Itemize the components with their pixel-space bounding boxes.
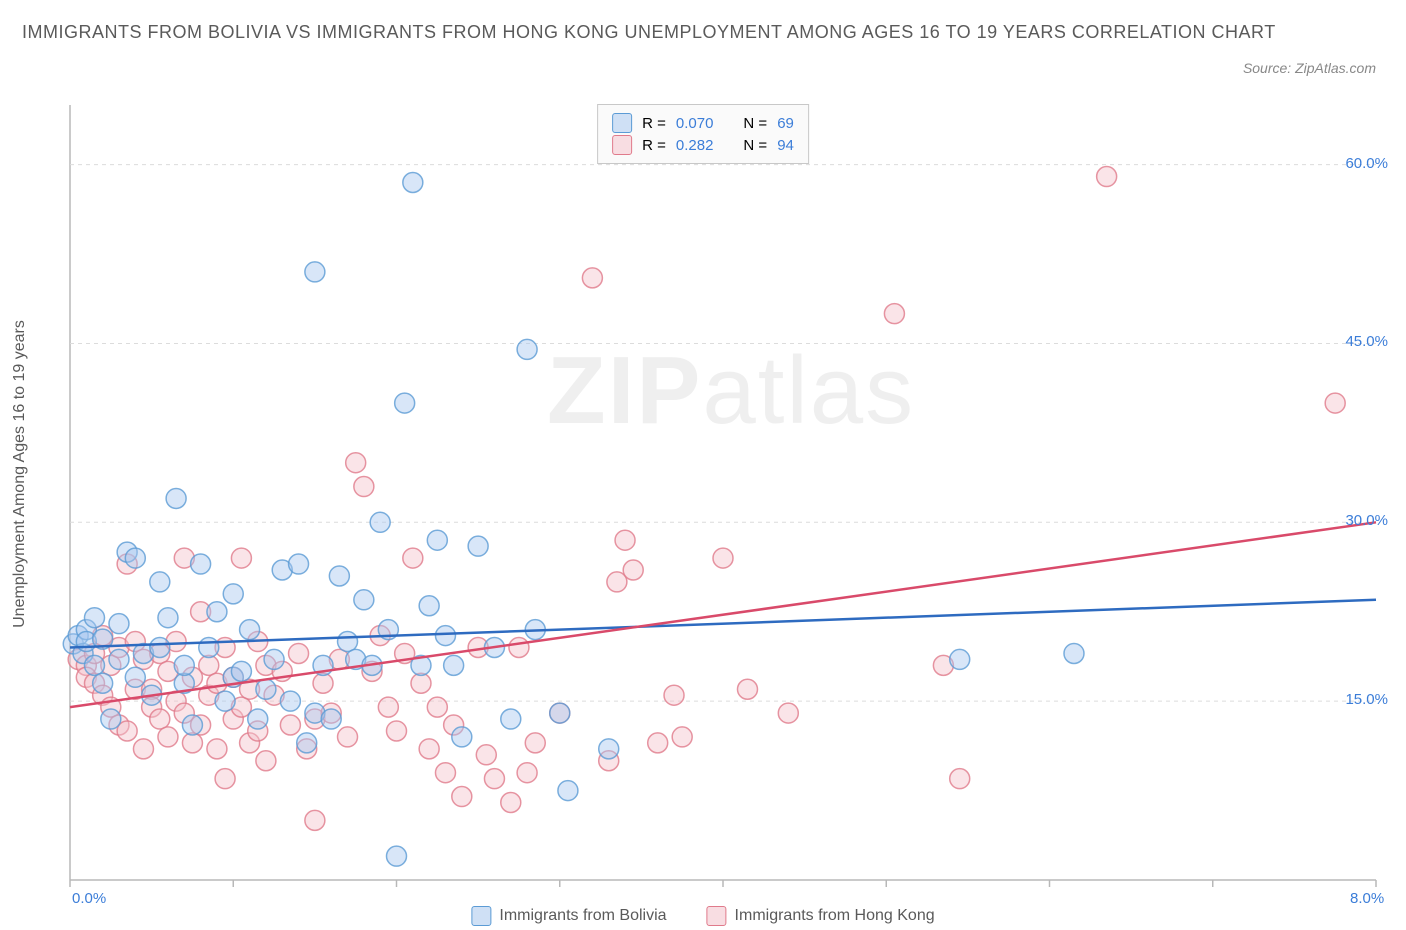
y-tick-label: 30.0% bbox=[1345, 512, 1388, 529]
legend-r-value-hongkong: 0.282 bbox=[676, 137, 714, 154]
legend-swatch-hongkong bbox=[612, 135, 632, 155]
legend-label-hongkong: Immigrants from Hong Kong bbox=[735, 907, 935, 925]
legend-n-label: N = bbox=[743, 137, 767, 154]
legend-n-value-hongkong: 94 bbox=[777, 137, 794, 154]
legend-item-hongkong: Immigrants from Hong Kong bbox=[707, 906, 935, 926]
legend-item-bolivia: Immigrants from Bolivia bbox=[471, 906, 666, 926]
legend-label-bolivia: Immigrants from Bolivia bbox=[499, 907, 666, 925]
legend-swatch-bolivia bbox=[612, 113, 632, 133]
legend-swatch-hongkong-bottom bbox=[707, 906, 727, 926]
legend-n-label: N = bbox=[743, 115, 767, 132]
legend-r-label: R = bbox=[642, 115, 666, 132]
legend-row-hongkong: R = 0.282 N = 94 bbox=[612, 135, 794, 155]
x-tick-label: 0.0% bbox=[72, 890, 106, 907]
y-tick-label: 15.0% bbox=[1345, 691, 1388, 708]
legend-correlation-box: R = 0.070 N = 69 R = 0.282 N = 94 bbox=[597, 104, 809, 164]
legend-r-value-bolivia: 0.070 bbox=[676, 115, 714, 132]
legend-row-bolivia: R = 0.070 N = 69 bbox=[612, 113, 794, 133]
x-tick-label: 8.0% bbox=[1350, 890, 1384, 907]
y-tick-label: 45.0% bbox=[1345, 333, 1388, 350]
legend-bottom: Immigrants from Bolivia Immigrants from … bbox=[471, 906, 934, 926]
legend-swatch-bolivia-bottom bbox=[471, 906, 491, 926]
legend-r-label: R = bbox=[642, 137, 666, 154]
legend-n-value-bolivia: 69 bbox=[777, 115, 794, 132]
y-tick-label: 60.0% bbox=[1345, 155, 1388, 172]
